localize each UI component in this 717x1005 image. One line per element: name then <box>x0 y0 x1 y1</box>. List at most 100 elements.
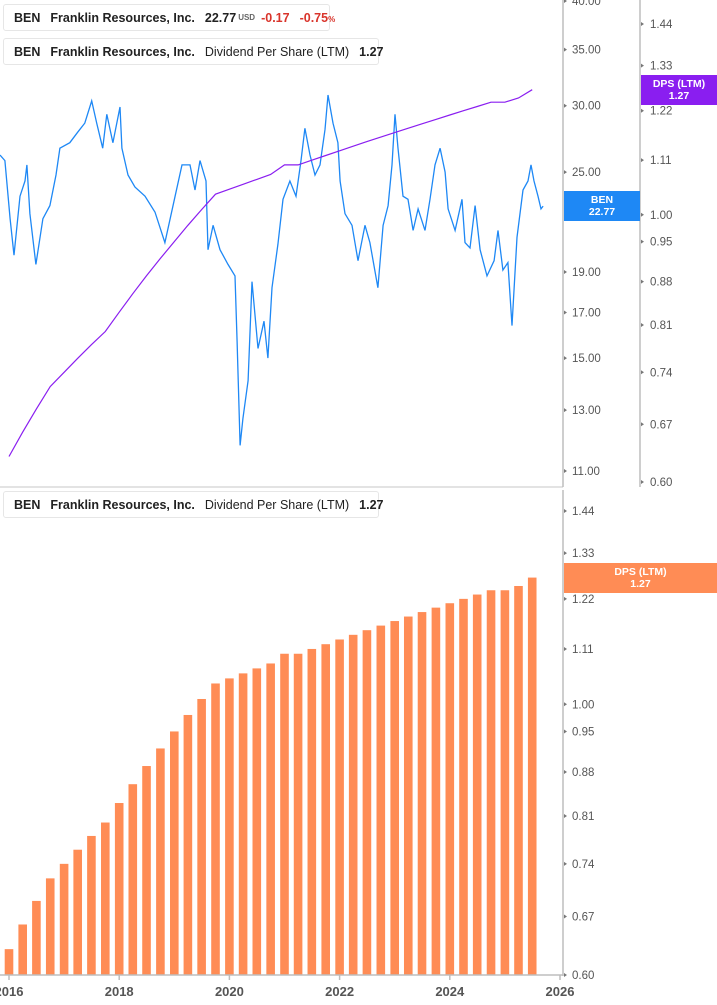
price-tag-name: BEN <box>590 194 614 206</box>
price-tick-mark <box>564 103 567 108</box>
dps-bar <box>390 621 399 975</box>
dps-bottom-tick-mark <box>564 509 567 513</box>
price-tick-mark <box>564 310 567 315</box>
dps-series-line <box>8 89 533 457</box>
dps-bottom-tick-label: 0.60 <box>572 970 594 982</box>
price-tick-label: 17.00 <box>572 308 601 320</box>
x-tick-label: 2020 <box>215 984 244 999</box>
dps-tick-label: 0.88 <box>650 277 672 289</box>
dps-tick-label: 0.60 <box>650 477 672 489</box>
dps-bar <box>459 598 468 975</box>
legend-dps-top: BEN Franklin Resources, Inc. Dividend Pe… <box>3 38 384 65</box>
dps-bar <box>59 863 69 975</box>
dps-tick-label: 1.44 <box>650 19 673 31</box>
dps-bottom-tick-label: 0.74 <box>572 859 595 871</box>
price-tick-mark <box>564 469 567 473</box>
dps-bar <box>32 900 41 975</box>
dps-bar <box>211 683 220 975</box>
dps-bottom-tick-mark <box>564 702 567 707</box>
dps-bar <box>73 849 82 975</box>
legend-price: BEN Franklin Resources, Inc. 22.77 USD -… <box>3 4 335 31</box>
dps-bottom-tick-mark <box>564 770 567 775</box>
dps-tick-label: 1.11 <box>650 155 672 167</box>
legend-currency: USD <box>238 13 256 22</box>
dps-bar <box>280 653 289 975</box>
dps-tick-mark <box>641 480 644 484</box>
legend-price-value: 22.77 <box>204 10 237 25</box>
dps-tick-mark <box>641 422 644 427</box>
dps-tick-mark <box>641 108 644 113</box>
dps-bar <box>431 607 441 975</box>
price-tick-mark <box>564 0 567 3</box>
price-tick-label: 15.00 <box>572 353 601 365</box>
dps-bar <box>4 949 14 975</box>
dps-bar <box>514 585 523 975</box>
dps-bottom-tick-label: 0.95 <box>572 726 594 738</box>
dps-bottom-tick-mark <box>564 861 567 866</box>
dps-tag-value: 1.27 <box>668 90 690 102</box>
dps-bottom-tick-label: 0.88 <box>572 767 594 779</box>
dps-bar <box>225 678 234 975</box>
dps-bar <box>197 698 206 975</box>
dps-bar <box>527 577 537 975</box>
dps-tag-name: DPS (LTM) <box>652 78 706 90</box>
legend-ticker: BEN <box>14 10 41 25</box>
dps-tick-label: 1.22 <box>650 106 672 118</box>
dps-tick-mark <box>641 323 644 328</box>
dps-bar <box>376 625 386 975</box>
dps-bottom-tick-mark <box>564 551 567 556</box>
x-tick-label: 2022 <box>325 984 354 999</box>
price-series-line <box>0 94 544 446</box>
dps-bar <box>238 673 248 975</box>
legend-company: Franklin Resources, Inc. <box>50 44 195 59</box>
price-tick-mark <box>564 408 567 413</box>
dps-bar <box>114 803 124 975</box>
dps-bar <box>335 639 344 975</box>
dps-tick-mark <box>641 239 644 244</box>
price-tick-label: 25.00 <box>572 167 601 179</box>
legend-company: Franklin Resources, Inc. <box>50 497 195 512</box>
price-tick-label: 11.00 <box>572 466 600 478</box>
price-axis-tag: BEN 22.77 <box>564 191 640 221</box>
dps-bar <box>417 612 427 975</box>
dps-tick-mark <box>641 279 644 284</box>
dps-bar <box>87 835 96 975</box>
price-tick-label: 40.00 <box>572 0 601 8</box>
dps-bar <box>266 663 275 975</box>
dps-bottom-tick-label: 1.00 <box>572 699 594 711</box>
price-tick-label: 13.00 <box>572 405 601 417</box>
legend-change: -0.17 <box>261 10 290 25</box>
dps-tick-label: 1.00 <box>650 210 672 222</box>
dps-bottom-tick-label: 1.22 <box>572 594 594 606</box>
legend-metric: Dividend Per Share (LTM) <box>204 497 350 512</box>
x-tick-label: 2024 <box>435 984 465 999</box>
dps-axis-tag: DPS (LTM) 1.27 <box>641 75 717 105</box>
dps-bottom-tick-mark <box>564 596 567 601</box>
legend-company: Franklin Resources, Inc. <box>50 10 195 25</box>
dps-bar <box>348 634 358 975</box>
x-tick-label: 2026 <box>546 984 575 999</box>
legend-value: 1.27 <box>359 44 384 59</box>
dps-bar <box>486 590 496 975</box>
legend-value: 1.27 <box>359 497 384 512</box>
price-tick-label: 30.00 <box>572 101 601 113</box>
dps-bottom-tick-mark <box>564 973 567 977</box>
dps-tick-mark <box>641 370 644 375</box>
dps-bottom-tick-mark <box>564 729 567 734</box>
dps-bar <box>45 878 55 975</box>
legend-dps-bottom: BEN Franklin Resources, Inc. Dividend Pe… <box>3 491 384 518</box>
dps-tick-label: 0.81 <box>650 320 672 332</box>
dps-bottom-tick-mark <box>564 646 567 651</box>
dps-bar <box>321 644 331 975</box>
price-tag-value: 22.77 <box>588 206 616 218</box>
dps-bar <box>183 714 193 975</box>
x-tick-label: 2016 <box>0 984 23 999</box>
legend-metric: Dividend Per Share (LTM) <box>204 44 350 59</box>
price-tick-label: 19.00 <box>572 267 601 279</box>
dps-bottom-tag-name: DPS (LTM) <box>614 566 667 578</box>
price-tick-mark <box>564 270 567 275</box>
dps-bottom-tick-mark <box>564 813 567 818</box>
price-tick-mark <box>564 356 567 361</box>
dps-bottom-tick-label: 1.44 <box>572 506 595 518</box>
